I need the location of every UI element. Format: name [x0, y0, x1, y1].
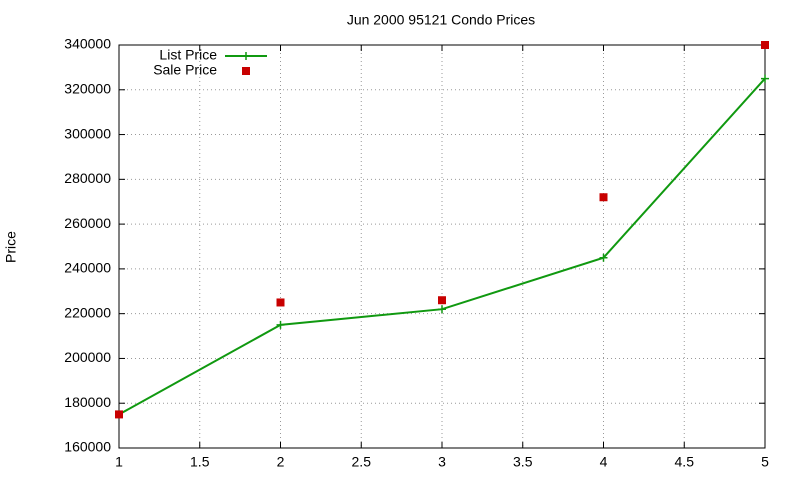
- data-point: [438, 296, 446, 305]
- x-tick-label: 4.5: [675, 454, 695, 470]
- y-tick-label: 240000: [64, 260, 111, 276]
- data-point: [276, 320, 285, 329]
- x-tick-label: 4: [600, 454, 608, 470]
- data-point: [599, 193, 608, 202]
- y-tick-label: 260000: [64, 215, 111, 231]
- legend-marker: [242, 67, 250, 75]
- chart-title: Jun 2000 95121 Condo Prices: [347, 12, 535, 28]
- y-tick-label: 160000: [64, 439, 111, 455]
- y-tick-label: 200000: [64, 349, 111, 365]
- y-tick-label: 220000: [64, 304, 111, 320]
- x-tick-label: 2: [277, 454, 285, 470]
- x-tick-label: 2.5: [352, 454, 372, 470]
- x-tick-label: 3.5: [513, 454, 533, 470]
- y-tick-label: 340000: [64, 36, 111, 52]
- data-point: [115, 410, 123, 419]
- y-axis-label: Price: [3, 231, 19, 263]
- y-tick-label: 320000: [64, 80, 111, 96]
- x-tick-label: 1.5: [190, 454, 210, 470]
- data-point: [761, 41, 769, 49]
- data-point: [276, 298, 285, 307]
- y-tick-label: 280000: [64, 170, 111, 186]
- x-tick-label: 3: [438, 454, 446, 470]
- x-tick-label: 1: [115, 454, 123, 470]
- legend-marker: [242, 52, 250, 60]
- legend-label: List Price: [159, 47, 217, 63]
- y-tick-label: 180000: [64, 394, 111, 410]
- x-tick-label: 5: [761, 454, 769, 470]
- series-line: [118, 77, 766, 416]
- data-point: [438, 305, 446, 314]
- legend-label: Sale Price: [153, 62, 217, 78]
- plot-frame: [118, 44, 766, 449]
- y-tick-label: 300000: [64, 125, 111, 141]
- data-point: [599, 253, 608, 262]
- data-point: [761, 74, 769, 83]
